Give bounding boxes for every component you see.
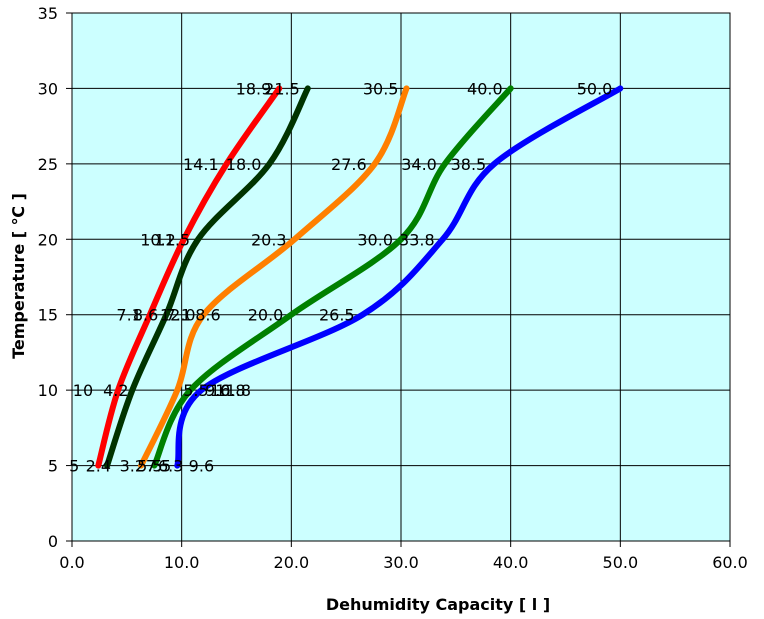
series-line	[95, 85, 283, 469]
data-labels: 7.1 10.2 14.1 18.9 8.6 11.5 18.0 21.5 12.0 20.3 27…	[69, 79, 612, 475]
axes	[66, 12, 731, 547]
y-tick-label: 30	[38, 79, 58, 98]
series-line	[104, 85, 311, 469]
x-tick-label: 50.0	[603, 553, 639, 572]
data-label: 9.6	[189, 457, 214, 476]
data-label: 26.5	[319, 306, 355, 325]
data-label: 12.0	[160, 306, 196, 325]
data-label: 40.0	[467, 79, 503, 98]
data-label: 3.2	[120, 457, 145, 476]
data-label: 50.0	[577, 79, 613, 98]
x-tick-label: 20.0	[274, 553, 310, 572]
data-label: 18.0	[226, 155, 262, 174]
data-label: 8.6	[133, 306, 158, 325]
data-label: 21.5	[264, 79, 300, 98]
x-tick-label: 30.0	[383, 553, 419, 572]
y-tick-label: 5	[48, 457, 58, 476]
x-tick-labels: 0.0 10.0 20.0 30.0 40.0 50.0 60.0	[59, 553, 748, 572]
data-label: 11.5	[154, 230, 190, 249]
x-axis-title: Dehumidity Capacity [ l ]	[326, 595, 550, 614]
data-label: 9.6	[205, 381, 230, 400]
data-label: 10.2	[140, 230, 176, 249]
y-tick-label: 25	[38, 155, 58, 174]
y-axis-title: Temperature [ ℃ ]	[9, 193, 28, 359]
series-line	[138, 85, 410, 469]
data-label: 6.3	[158, 457, 183, 476]
data-label: 7.5	[146, 457, 171, 476]
data-label: 30.0	[357, 230, 393, 249]
data-label: 11.8	[215, 381, 251, 400]
data-label: 10	[73, 381, 93, 400]
data-label: 7.1	[116, 306, 141, 325]
data-label: 4.2	[103, 381, 128, 400]
y-tick-label: 20	[38, 230, 58, 249]
series-line	[174, 85, 624, 469]
data-label: 34.0	[401, 155, 437, 174]
data-label: 20.0	[248, 306, 284, 325]
data-label: 30.5	[363, 79, 399, 98]
data-label: 5.5	[137, 457, 162, 476]
series-line	[151, 85, 514, 469]
series-lines	[95, 85, 624, 469]
y-tick-label: 10	[38, 381, 58, 400]
data-label: 10.8	[210, 381, 246, 400]
y-tick-labels: 0 5 10 15 20 25 30 35	[38, 4, 58, 551]
y-tick-label: 0	[48, 532, 58, 551]
data-label: 20.3	[251, 230, 287, 249]
x-tick-label: 10.0	[164, 553, 200, 572]
data-label: 7.1	[166, 306, 191, 325]
data-label: 33.8	[399, 230, 435, 249]
y-tick-label: 15	[38, 306, 58, 325]
data-label: 5.5	[183, 381, 208, 400]
data-label: 27.6	[331, 155, 367, 174]
data-label: 14.1	[183, 155, 219, 174]
data-label: 38.5	[451, 155, 487, 174]
data-label: 5	[69, 457, 79, 476]
x-tick-label: 0.0	[59, 553, 84, 572]
data-label: 8.6	[195, 306, 220, 325]
x-tick-label: 40.0	[493, 553, 529, 572]
y-tick-label: 35	[38, 4, 58, 23]
data-label: 18.9	[236, 79, 272, 98]
data-label: 2.4	[86, 457, 111, 476]
x-tick-label: 60.0	[712, 553, 748, 572]
